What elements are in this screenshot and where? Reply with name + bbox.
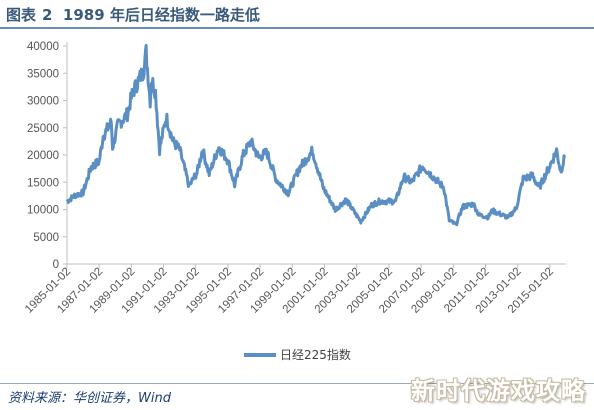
y-tick-label: 20000: [27, 150, 59, 162]
chart-legend: 日经225指数: [244, 347, 351, 362]
x-tick-labels: 1985-01-021987-01-021989-01-021991-01-02…: [23, 266, 556, 316]
chart-title: 图表 2 1989 年后日经指数一路走低: [6, 4, 260, 25]
y-tick-label: 0: [53, 259, 59, 271]
legend-label: 日经225指数: [280, 347, 351, 362]
y-tick-label: 15000: [27, 177, 59, 189]
figure-label: 图表: [6, 6, 37, 24]
y-tick-labels: 0 5000 10000 15000 20000 25000 30000 35000 40000: [27, 41, 59, 271]
series-line-nikkei225: [65, 43, 567, 227]
y-tick-label: 30000: [27, 96, 59, 108]
figure-number: 2: [42, 6, 53, 24]
watermark: 新时代游戏攻略: [411, 377, 586, 405]
y-tick-label: 10000: [27, 205, 59, 217]
title-divider: [0, 27, 594, 29]
y-tick-label: 5000: [33, 232, 59, 244]
footer-divider: [0, 383, 594, 384]
chart-axes: [63, 42, 566, 268]
source-note: 资料来源：华创证券，Wind: [8, 391, 171, 406]
y-tick-label: 35000: [27, 68, 59, 80]
figure-title: 1989 年后日经指数一路走低: [62, 6, 260, 24]
y-tick-label: 40000: [27, 41, 59, 53]
y-tick-label: 25000: [27, 123, 59, 135]
